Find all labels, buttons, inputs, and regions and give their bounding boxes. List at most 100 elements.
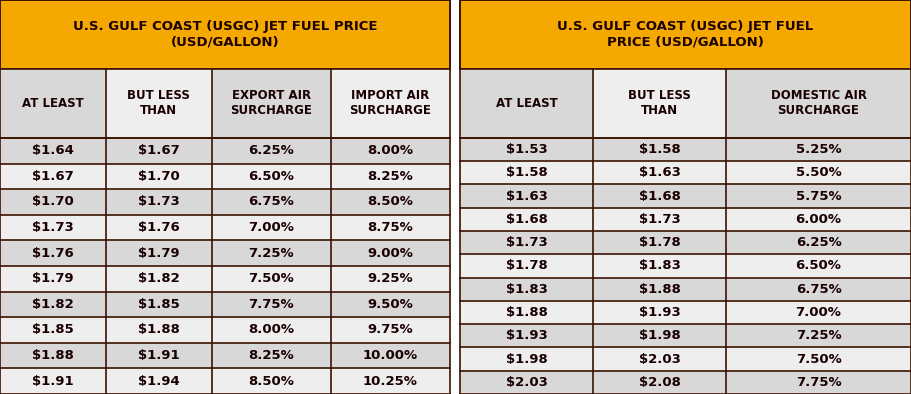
Text: 8.50%: 8.50% [248,375,294,388]
Text: 6.25%: 6.25% [795,236,842,249]
Text: $1.73: $1.73 [506,236,548,249]
Text: $1.58: $1.58 [639,143,681,156]
Bar [0,69,106,138]
Text: $1.83: $1.83 [506,283,548,296]
Text: $1.63: $1.63 [639,166,681,179]
Text: $1.78: $1.78 [639,236,681,249]
Bar [460,231,911,254]
Text: $1.68: $1.68 [639,190,681,203]
Text: 7.00%: 7.00% [248,221,294,234]
Text: 7.75%: 7.75% [249,298,294,311]
Text: 8.00%: 8.00% [248,323,294,336]
Bar [106,69,211,138]
Text: $1.70: $1.70 [32,195,74,208]
Bar [460,0,911,69]
Bar [460,184,911,208]
Bar [460,69,593,138]
Text: $1.73: $1.73 [138,195,179,208]
Text: $1.79: $1.79 [138,247,179,260]
Text: $1.82: $1.82 [138,272,179,285]
Text: $1.58: $1.58 [506,166,548,179]
Text: $1.88: $1.88 [639,283,681,296]
Text: EXPORT AIR
SURCHARGE: EXPORT AIR SURCHARGE [230,89,312,117]
Text: $1.88: $1.88 [138,323,179,336]
Bar [460,138,911,161]
Bar [0,215,450,240]
Text: $1.98: $1.98 [506,353,548,366]
Text: $1.83: $1.83 [639,260,681,272]
Text: $1.94: $1.94 [138,375,179,388]
Text: $1.93: $1.93 [506,329,548,342]
Text: $1.64: $1.64 [32,144,74,157]
Text: $1.85: $1.85 [32,323,74,336]
Text: $1.98: $1.98 [639,329,681,342]
Text: $2.03: $2.03 [639,353,681,366]
Text: $1.63: $1.63 [506,190,548,203]
Bar [460,254,911,278]
Text: 8.00%: 8.00% [367,144,414,157]
Text: 9.25%: 9.25% [367,272,414,285]
Text: 7.75%: 7.75% [795,376,842,389]
Text: $1.76: $1.76 [32,247,74,260]
Text: $1.70: $1.70 [138,170,179,183]
Text: DOMESTIC AIR
SURCHARGE: DOMESTIC AIR SURCHARGE [771,89,866,117]
Text: $1.73: $1.73 [639,213,681,226]
Bar [460,348,911,371]
Text: $1.85: $1.85 [138,298,179,311]
Text: $2.03: $2.03 [506,376,548,389]
Text: 7.50%: 7.50% [249,272,294,285]
Text: 8.75%: 8.75% [367,221,414,234]
Text: 6.75%: 6.75% [249,195,294,208]
Text: BUT LESS
THAN: BUT LESS THAN [128,89,190,117]
Bar [460,161,911,184]
Text: AT LEAST: AT LEAST [22,97,84,110]
Text: $1.79: $1.79 [32,272,74,285]
Bar [726,69,911,138]
Bar [0,189,450,215]
Bar [0,317,450,343]
Text: U.S. GULF COAST (USGC) JET FUEL PRICE
(USD/GALLON): U.S. GULF COAST (USGC) JET FUEL PRICE (U… [73,20,377,49]
Text: 9.50%: 9.50% [367,298,414,311]
Text: 9.75%: 9.75% [367,323,414,336]
Text: BUT LESS
THAN: BUT LESS THAN [628,89,691,117]
Text: 8.25%: 8.25% [249,349,294,362]
Bar [0,266,450,292]
Text: 7.25%: 7.25% [795,329,842,342]
Text: 10.25%: 10.25% [363,375,418,388]
Bar [0,138,450,164]
Bar [0,343,450,368]
Text: 6.50%: 6.50% [248,170,294,183]
Text: IMPORT AIR
SURCHARGE: IMPORT AIR SURCHARGE [350,89,431,117]
Text: $2.08: $2.08 [639,376,681,389]
Text: 8.50%: 8.50% [367,195,414,208]
Text: 6.25%: 6.25% [249,144,294,157]
Bar [460,208,911,231]
Bar [211,69,331,138]
Bar [0,0,450,69]
Text: $1.93: $1.93 [639,306,681,319]
Bar [0,292,450,317]
Text: AT LEAST: AT LEAST [496,97,558,110]
Text: 5.50%: 5.50% [795,166,842,179]
Text: $1.53: $1.53 [506,143,548,156]
Text: 10.00%: 10.00% [363,349,418,362]
Text: $1.91: $1.91 [32,375,74,388]
Bar [593,69,726,138]
Text: 8.25%: 8.25% [367,170,414,183]
Text: $1.88: $1.88 [32,349,74,362]
Text: 7.50%: 7.50% [795,353,842,366]
Text: 9.00%: 9.00% [367,247,414,260]
Bar [0,164,450,189]
Bar [460,371,911,394]
Text: $1.67: $1.67 [138,144,179,157]
Bar [460,278,911,301]
Text: $1.82: $1.82 [32,298,74,311]
Text: 6.50%: 6.50% [795,260,842,272]
Text: $1.76: $1.76 [138,221,179,234]
Text: $1.88: $1.88 [506,306,548,319]
Bar [0,240,450,266]
Text: 6.75%: 6.75% [795,283,842,296]
Text: $1.91: $1.91 [138,349,179,362]
Text: $1.78: $1.78 [506,260,548,272]
Text: U.S. GULF COAST (USGC) JET FUEL
PRICE (USD/GALLON): U.S. GULF COAST (USGC) JET FUEL PRICE (U… [558,20,814,49]
